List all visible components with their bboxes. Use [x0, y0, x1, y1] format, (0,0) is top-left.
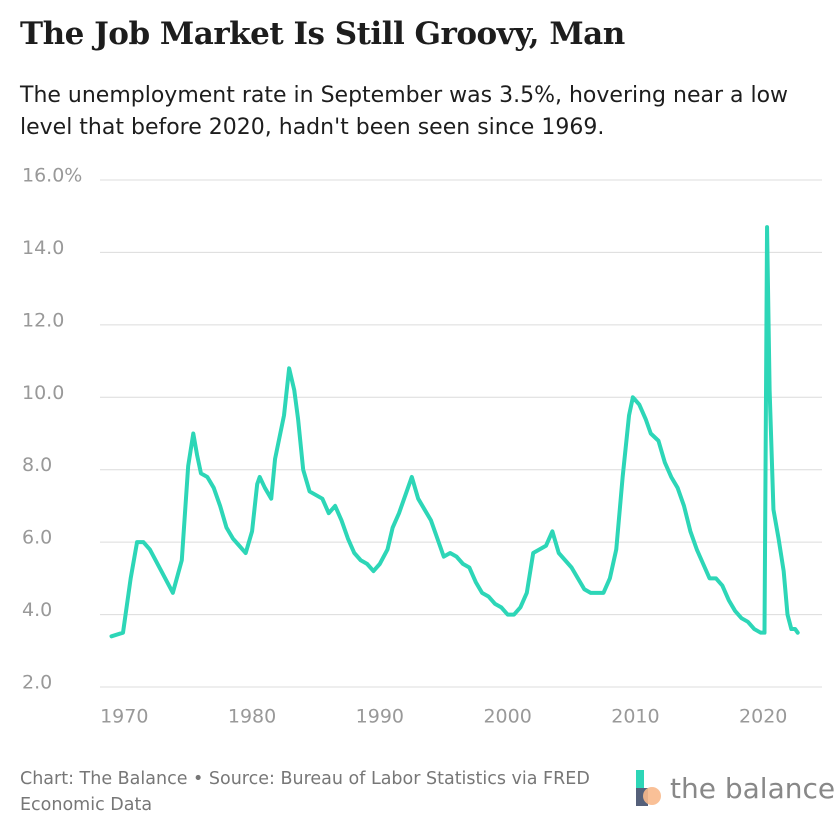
y-tick-label: 14.0 — [22, 237, 64, 259]
y-tick-label: 16.0% — [22, 165, 82, 187]
chart-title: The Job Market Is Still Groovy, Man — [20, 16, 625, 52]
y-tick-label: 2.0 — [22, 672, 52, 694]
y-tick-label: 6.0 — [22, 527, 52, 549]
logo: the balance — [636, 770, 835, 806]
x-tick-label: 1970 — [100, 706, 148, 728]
chart-subtitle: The unemployment rate in September was 3… — [20, 83, 789, 140]
x-tick-label: 2010 — [611, 706, 659, 728]
line — [109, 225, 800, 639]
y-tick-label: 12.0 — [22, 309, 64, 331]
y-tick-label: 8.0 — [22, 454, 52, 476]
x-tick-label: 2000 — [483, 706, 531, 728]
x-tick-label: 1990 — [356, 706, 404, 728]
logo-icon — [636, 770, 661, 806]
y-tick-label: 10.0 — [22, 382, 64, 404]
x-tick-label: 2020 — [739, 706, 787, 728]
logo-text: the balance — [670, 771, 836, 805]
source-note: Chart: The Balance • Source: Bureau of L… — [20, 769, 590, 815]
chart: 2.0 4.0 6.0 8.0 10.0 12.0 14.0 16.0% 1970 1980 199… — [22, 165, 822, 728]
y-tick-label: 4.0 — [22, 599, 52, 621]
x-tick-label: 1980 — [228, 706, 276, 728]
